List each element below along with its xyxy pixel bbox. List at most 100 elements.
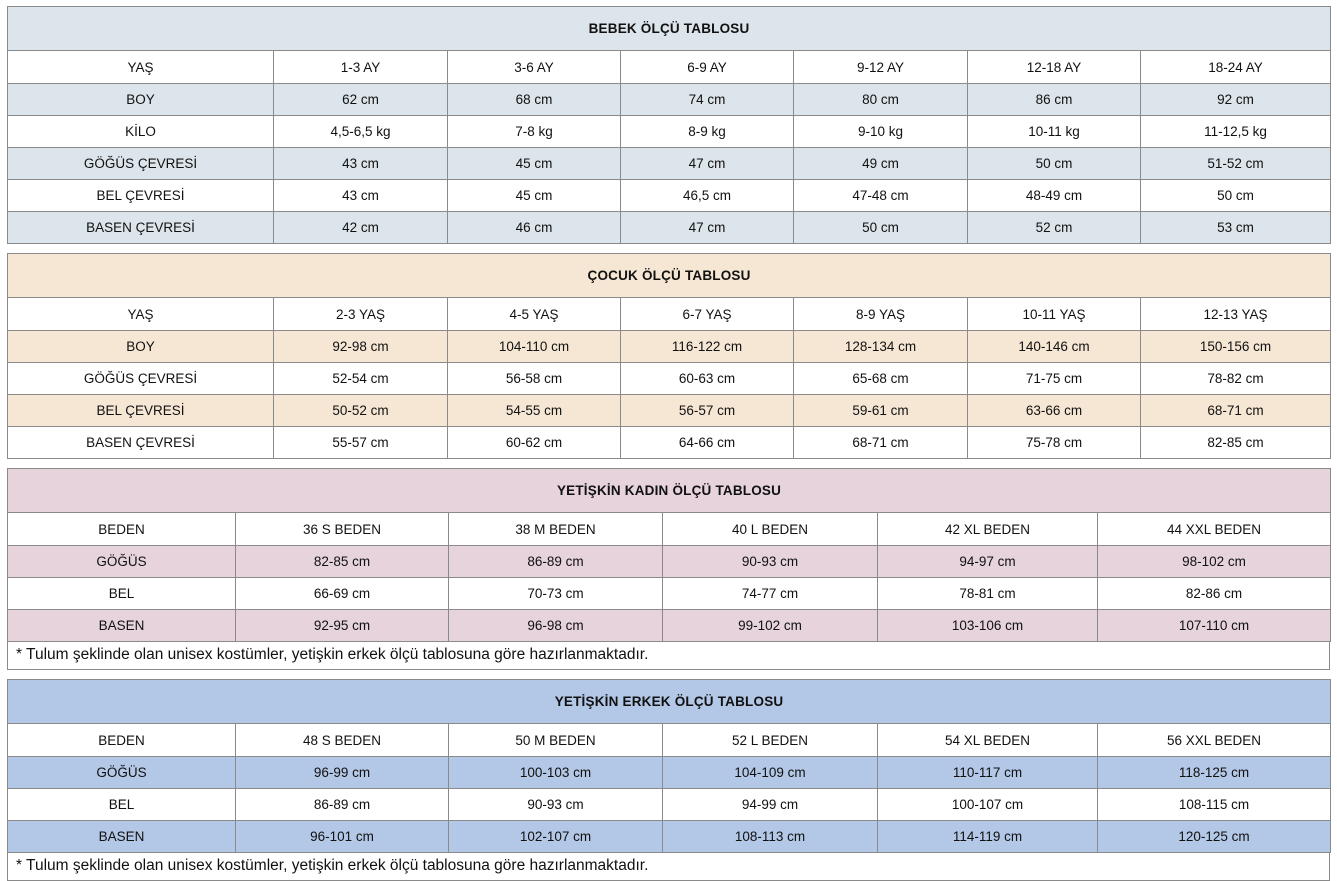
table-cell: 74 cm (620, 83, 794, 116)
men-column-header: 52 L BEDEN (662, 723, 878, 757)
child-table-title: ÇOCUK ÖLÇÜ TABLOSU (6, 253, 1332, 298)
table-cell: 94-99 cm (662, 788, 878, 821)
table-cell: 53 cm (1139, 211, 1332, 244)
table-cell: 42 cm (273, 211, 448, 244)
table-cell: 74-77 cm (662, 577, 878, 610)
table-cell: 7-8 kg (447, 115, 621, 148)
table-cell: 103-106 cm (877, 609, 1098, 642)
table-cell: 108-115 cm (1096, 788, 1332, 821)
row-label: GÖĞÜS ÇEVRESİ (7, 362, 274, 395)
table-cell: 71-75 cm (967, 362, 1141, 395)
table-cell: 45 cm (447, 179, 621, 212)
child-column-header: 10-11 YAŞ (967, 297, 1141, 331)
table-row: GÖĞÜS ÇEVRESİ 43 cm 45 cm 47 cm 49 cm 50… (7, 147, 1332, 180)
table-cell: 82-86 cm (1096, 577, 1332, 610)
table-cell: 82-85 cm (235, 545, 449, 578)
table-row: BEL 66-69 cm 70-73 cm 74-77 cm 78-81 cm … (7, 577, 1332, 610)
row-label: GÖĞÜS ÇEVRESİ (7, 147, 274, 180)
table-cell: 80 cm (793, 83, 968, 116)
table-cell: 49 cm (793, 147, 968, 180)
table-cell: 68-71 cm (793, 426, 968, 459)
baby-column-header: 18-24 AY (1139, 50, 1332, 84)
table-cell: 60-63 cm (620, 362, 794, 395)
table-cell: 50 cm (1139, 179, 1332, 212)
table-cell: 92-98 cm (273, 330, 448, 363)
men-column-header: 50 M BEDEN (448, 723, 663, 757)
baby-row-label-header: YAŞ (7, 50, 274, 84)
table-cell: 50 cm (967, 147, 1141, 180)
child-size-table: ÇOCUK ÖLÇÜ TABLOSU YAŞ 2-3 YAŞ 4-5 YAŞ 6… (6, 253, 1332, 459)
table-cell: 92-95 cm (235, 609, 449, 642)
table-cell: 47 cm (620, 211, 794, 244)
table-cell: 108-113 cm (662, 820, 878, 853)
table-cell: 116-122 cm (620, 330, 794, 363)
table-cell: 46 cm (447, 211, 621, 244)
table-cell: 86-89 cm (235, 788, 449, 821)
baby-column-header: 3-6 AY (447, 50, 621, 84)
women-title-row: YETİŞKİN KADIN ÖLÇÜ TABLOSU (6, 468, 1332, 513)
baby-column-header: 1-3 AY (273, 50, 448, 84)
row-label: BEL (7, 577, 236, 610)
table-row: BASEN ÇEVRESİ 55-57 cm 60-62 cm 64-66 cm… (7, 426, 1332, 459)
table-cell: 128-134 cm (793, 330, 968, 363)
child-column-header: 12-13 YAŞ (1139, 297, 1332, 331)
baby-title-row: BEBEK ÖLÇÜ TABLOSU (6, 6, 1332, 51)
table-cell: 68 cm (447, 83, 621, 116)
table-row: BEL ÇEVRESİ 43 cm 45 cm 46,5 cm 47-48 cm… (7, 179, 1332, 212)
table-cell: 94-97 cm (877, 545, 1098, 578)
table-cell: 82-85 cm (1139, 426, 1332, 459)
table-row: GÖĞÜS 82-85 cm 86-89 cm 90-93 cm 94-97 c… (7, 545, 1332, 578)
table-cell: 50 cm (793, 211, 968, 244)
baby-header-row: YAŞ 1-3 AY 3-6 AY 6-9 AY 9-12 AY 12-18 A… (7, 50, 1332, 84)
row-label: BOY (7, 83, 274, 116)
table-cell: 4,5-6,5 kg (273, 115, 448, 148)
table-cell: 62 cm (273, 83, 448, 116)
baby-column-header: 9-12 AY (793, 50, 968, 84)
table-cell: 9-10 kg (793, 115, 968, 148)
table-cell: 59-61 cm (793, 394, 968, 427)
child-title-row: ÇOCUK ÖLÇÜ TABLOSU (6, 253, 1332, 298)
baby-column-header: 6-9 AY (620, 50, 794, 84)
table-spacer (7, 244, 1330, 253)
table-cell: 51-52 cm (1139, 147, 1332, 180)
table-cell: 99-102 cm (662, 609, 878, 642)
table-row: BEL 86-89 cm 90-93 cm 94-99 cm 100-107 c… (7, 788, 1332, 821)
women-column-header: 36 S BEDEN (235, 512, 449, 546)
table-cell: 96-98 cm (448, 609, 663, 642)
table-cell: 100-103 cm (448, 756, 663, 789)
table-cell: 86-89 cm (448, 545, 663, 578)
row-label: KİLO (7, 115, 274, 148)
table-cell: 120-125 cm (1096, 820, 1332, 853)
women-header-row: BEDEN 36 S BEDEN 38 M BEDEN 40 L BEDEN 4… (7, 512, 1332, 546)
table-cell: 104-109 cm (662, 756, 878, 789)
table-cell: 90-93 cm (448, 788, 663, 821)
table-cell: 110-117 cm (877, 756, 1098, 789)
row-label: BASEN ÇEVRESİ (7, 426, 274, 459)
row-label: BEL ÇEVRESİ (7, 394, 274, 427)
table-cell: 78-82 cm (1139, 362, 1332, 395)
table-cell: 90-93 cm (662, 545, 878, 578)
women-table-note: * Tulum şeklinde olan unisex kostümler, … (7, 642, 1330, 670)
row-label: BASEN (7, 820, 236, 853)
child-column-header: 4-5 YAŞ (447, 297, 621, 331)
women-column-header: 44 XXL BEDEN (1096, 512, 1332, 546)
women-table-title: YETİŞKİN KADIN ÖLÇÜ TABLOSU (6, 468, 1332, 513)
table-spacer (7, 670, 1330, 679)
table-row: GÖĞÜS ÇEVRESİ 52-54 cm 56-58 cm 60-63 cm… (7, 362, 1332, 395)
table-cell: 96-99 cm (235, 756, 449, 789)
table-cell: 118-125 cm (1096, 756, 1332, 789)
row-label: GÖĞÜS (7, 545, 236, 578)
table-cell: 100-107 cm (877, 788, 1098, 821)
table-cell: 114-119 cm (877, 820, 1098, 853)
table-row: GÖĞÜS 96-99 cm 100-103 cm 104-109 cm 110… (7, 756, 1332, 789)
table-cell: 107-110 cm (1096, 609, 1332, 642)
table-cell: 10-11 kg (967, 115, 1141, 148)
table-cell: 92 cm (1139, 83, 1332, 116)
table-cell: 48-49 cm (967, 179, 1141, 212)
table-cell: 56-58 cm (447, 362, 621, 395)
table-cell: 78-81 cm (877, 577, 1098, 610)
table-cell: 75-78 cm (967, 426, 1141, 459)
table-row: BASEN 92-95 cm 96-98 cm 99-102 cm 103-10… (7, 609, 1332, 642)
women-column-header: 42 XL BEDEN (877, 512, 1098, 546)
